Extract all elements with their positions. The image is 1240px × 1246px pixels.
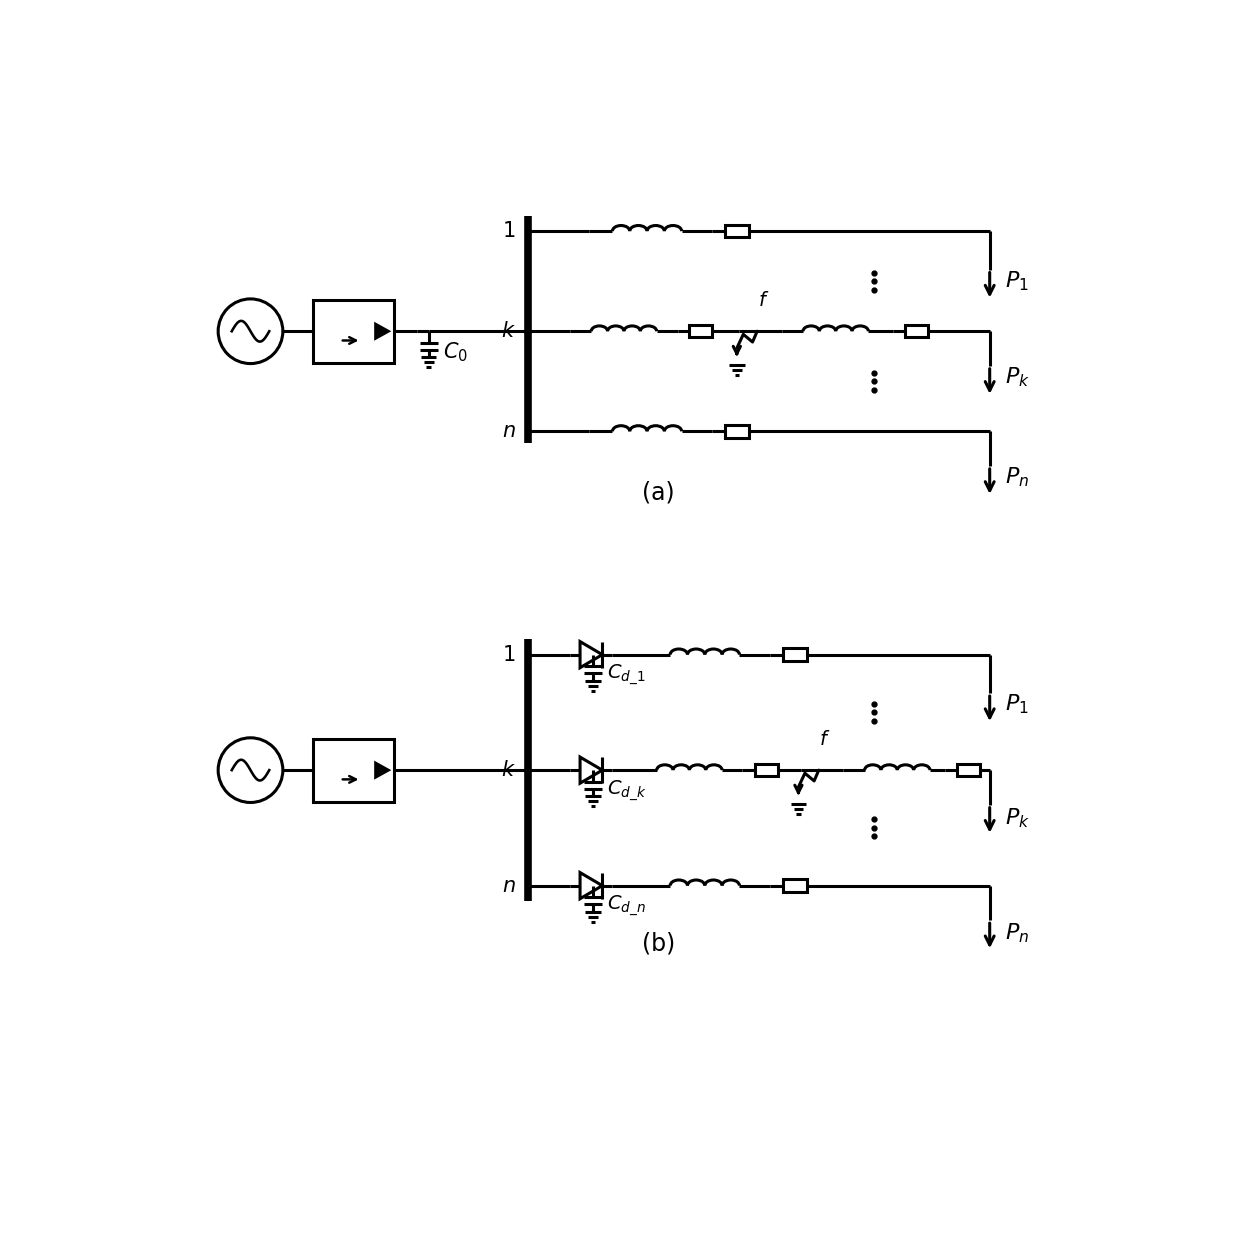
Text: $k$: $k$: [501, 760, 516, 780]
Text: $P_k$: $P_k$: [1006, 365, 1030, 389]
Text: $P_n$: $P_n$: [1006, 922, 1029, 946]
Text: $f$: $f$: [758, 290, 769, 310]
Text: $C_{d\_k}$: $C_{d\_k}$: [608, 779, 646, 802]
Bar: [956, 764, 980, 776]
Text: (b): (b): [642, 932, 676, 956]
Bar: [314, 300, 394, 363]
Bar: [725, 226, 749, 237]
Polygon shape: [376, 324, 389, 339]
Text: $P_k$: $P_k$: [1006, 806, 1030, 830]
Bar: [905, 325, 928, 336]
Bar: [689, 325, 713, 336]
Polygon shape: [376, 763, 389, 778]
Bar: [725, 425, 749, 437]
Text: $C_0$: $C_0$: [443, 340, 467, 364]
Text: $n$: $n$: [502, 421, 516, 441]
Bar: [314, 739, 394, 801]
Text: $n$: $n$: [502, 876, 516, 896]
Text: $C_{d\_n}$: $C_{d\_n}$: [608, 895, 646, 918]
Text: 1: 1: [503, 644, 516, 664]
Bar: [782, 880, 807, 892]
Text: $k$: $k$: [501, 321, 516, 341]
Text: (a): (a): [642, 481, 675, 505]
Text: $P_1$: $P_1$: [1006, 693, 1029, 716]
Text: $C_{d\_1}$: $C_{d\_1}$: [608, 663, 646, 688]
Bar: [755, 764, 777, 776]
Text: $P_n$: $P_n$: [1006, 466, 1029, 490]
Text: $P_1$: $P_1$: [1006, 269, 1029, 293]
Text: 1: 1: [503, 221, 516, 242]
Bar: [782, 648, 807, 660]
Text: $f$: $f$: [820, 730, 831, 749]
